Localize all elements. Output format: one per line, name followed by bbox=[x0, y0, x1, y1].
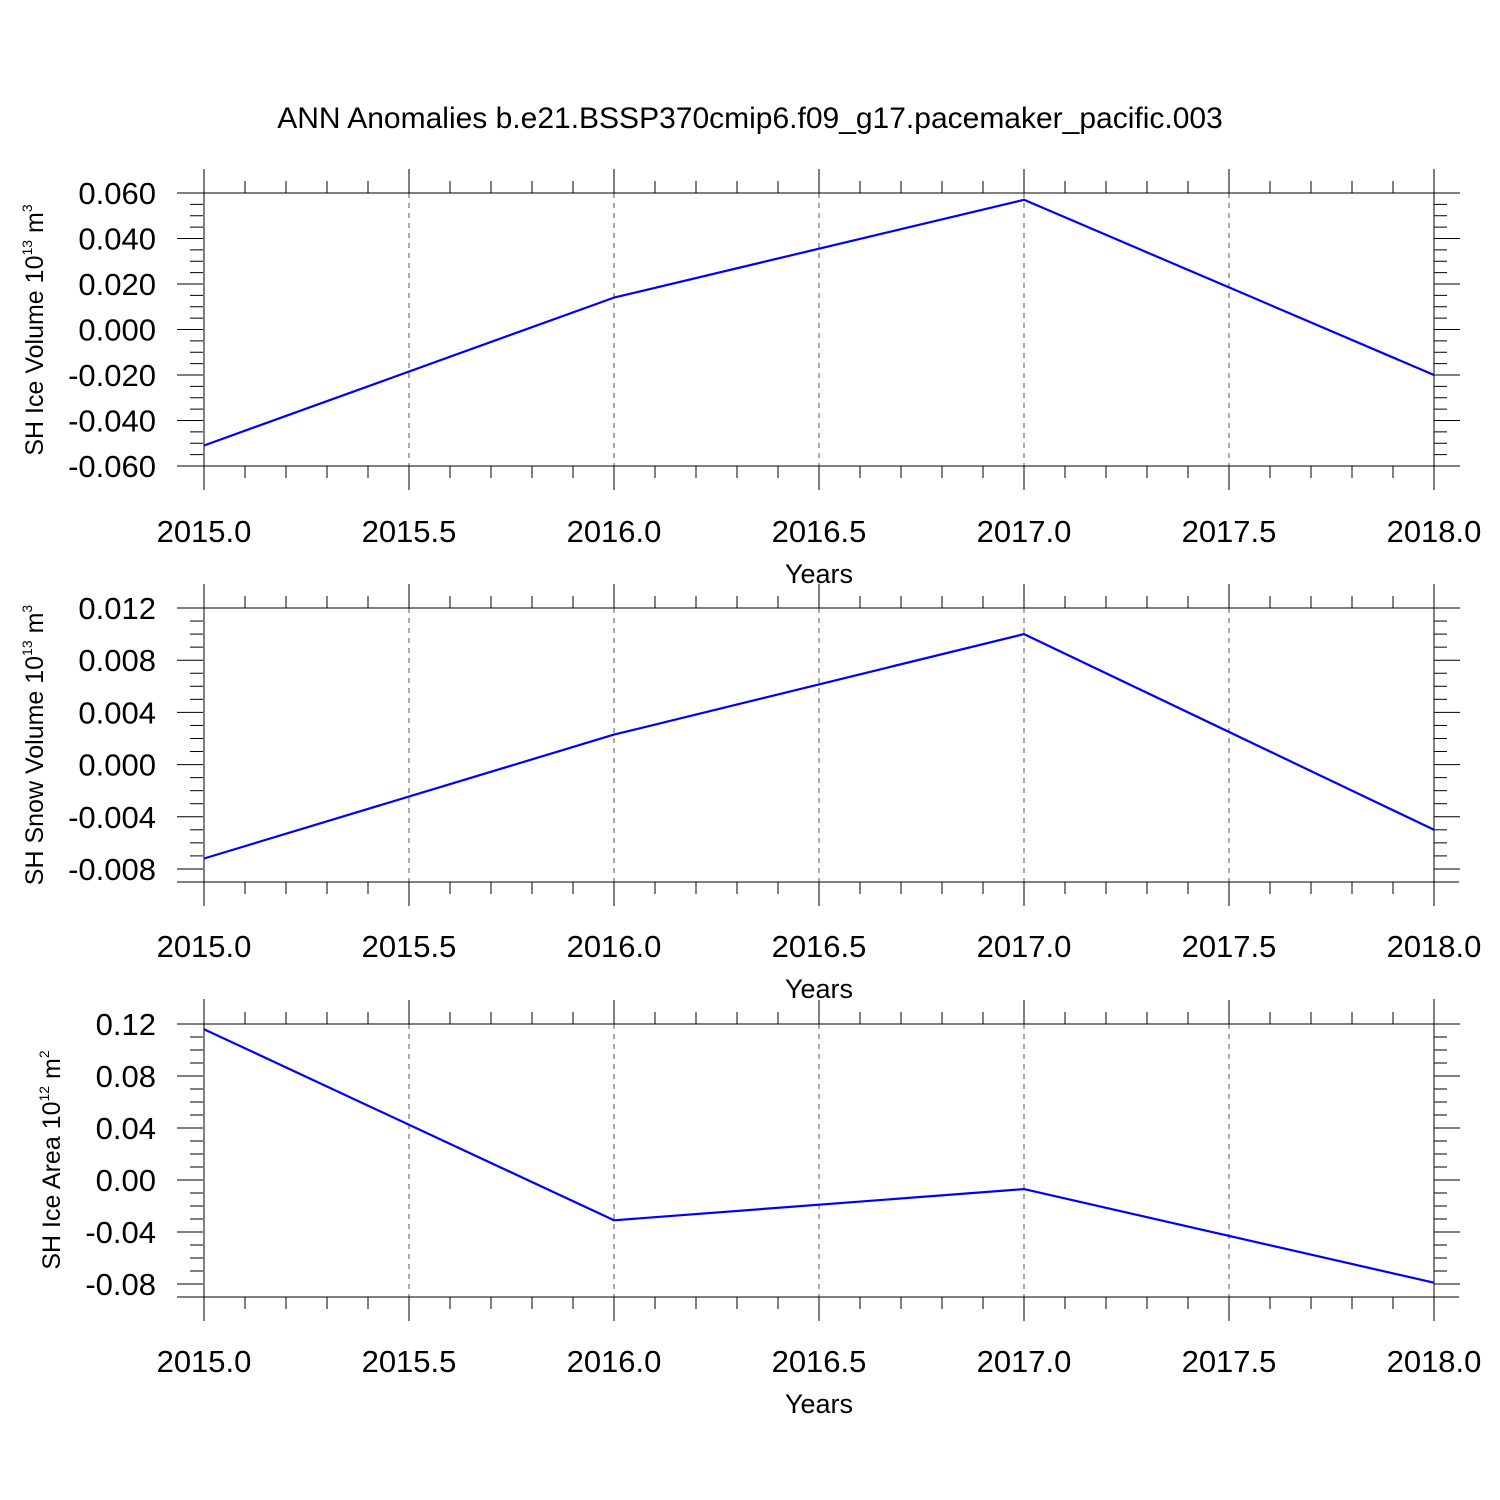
x-axis-label: Years bbox=[785, 974, 853, 1004]
x-tick-label: 2016.5 bbox=[772, 514, 867, 549]
x-tick-label: 2018.0 bbox=[1387, 514, 1482, 549]
x-tick-label: 2017.0 bbox=[977, 514, 1072, 549]
x-tick-label: 2015.0 bbox=[157, 514, 252, 549]
x-tick-label: 2017.0 bbox=[977, 1344, 1072, 1379]
y-tick-label: 0.008 bbox=[78, 643, 156, 678]
y-tick-label: 0.000 bbox=[78, 748, 156, 783]
y-axis-label: SH Ice Area 1012 m2 bbox=[36, 1050, 66, 1270]
series-line bbox=[203, 632, 1435, 860]
x-tick-label: 2015.5 bbox=[362, 514, 457, 549]
y-tick-label: 0.08 bbox=[96, 1059, 156, 1094]
y-tick-label: 0.12 bbox=[96, 1007, 156, 1042]
x-tick-label: 2018.0 bbox=[1387, 1344, 1482, 1379]
y-tick-label: 0.004 bbox=[78, 695, 156, 730]
x-tick-label: 2017.5 bbox=[1182, 514, 1277, 549]
x-tick-label: 2016.0 bbox=[567, 1344, 662, 1379]
y-tick-label: -0.008 bbox=[68, 852, 156, 887]
x-tick-label: 2016.5 bbox=[772, 929, 867, 964]
y-tick-label: 0.04 bbox=[96, 1111, 156, 1146]
y-tick-label: 0.020 bbox=[78, 267, 156, 302]
x-tick-label: 2016.0 bbox=[567, 514, 662, 549]
y-tick-label: -0.04 bbox=[85, 1215, 156, 1250]
chart-panel-2: 0.012 0.008 0.004 0.000 -0.004 -0.008 2015.0 20… bbox=[19, 584, 1481, 1004]
y-tick-label: -0.060 bbox=[68, 449, 156, 484]
y-axis-label: SH Ice Volume 1013 m3 bbox=[19, 204, 49, 455]
x-tick-label: 2016.5 bbox=[772, 1344, 867, 1379]
series-line bbox=[203, 1028, 1435, 1284]
x-tick-label: 2017.5 bbox=[1182, 1344, 1277, 1379]
x-axis-label: Years bbox=[785, 1389, 853, 1419]
x-tick-label: 2015.0 bbox=[157, 929, 252, 964]
y-tick-label: -0.020 bbox=[68, 358, 156, 393]
x-tick-label: 2015.5 bbox=[362, 1344, 457, 1379]
y-tick-label: -0.08 bbox=[85, 1267, 156, 1302]
y-tick-label: -0.040 bbox=[68, 404, 156, 439]
x-tick-label: 2017.5 bbox=[1182, 929, 1277, 964]
chart-panel-3: 0.12 0.08 0.04 0.00 -0.04 -0.08 2015.0 2015.5 20… bbox=[36, 999, 1481, 1419]
y-tick-label: 0.012 bbox=[78, 591, 156, 626]
series-line bbox=[203, 198, 1435, 447]
y-tick-label: 0.040 bbox=[78, 222, 156, 257]
x-tick-label: 2015.0 bbox=[157, 1344, 252, 1379]
y-tick-label: 0.00 bbox=[96, 1163, 156, 1198]
chart-title: ANN Anomalies b.e21.BSSP370cmip6.f09_g17… bbox=[277, 102, 1223, 135]
x-tick-label: 2016.0 bbox=[567, 929, 662, 964]
x-tick-label: 2018.0 bbox=[1387, 929, 1482, 964]
y-tick-label: -0.004 bbox=[68, 800, 156, 835]
y-tick-label: 0.000 bbox=[78, 313, 156, 348]
y-axis-label: SH Snow Volume 1013 m3 bbox=[19, 605, 49, 886]
x-tick-label: 2015.5 bbox=[362, 929, 457, 964]
x-tick-label: 2017.0 bbox=[977, 929, 1072, 964]
chart-panel-1: 0.0600.0400.0200.000-0.020-0.040-0.06020… bbox=[19, 169, 1481, 589]
y-tick-label: 0.060 bbox=[78, 176, 156, 211]
